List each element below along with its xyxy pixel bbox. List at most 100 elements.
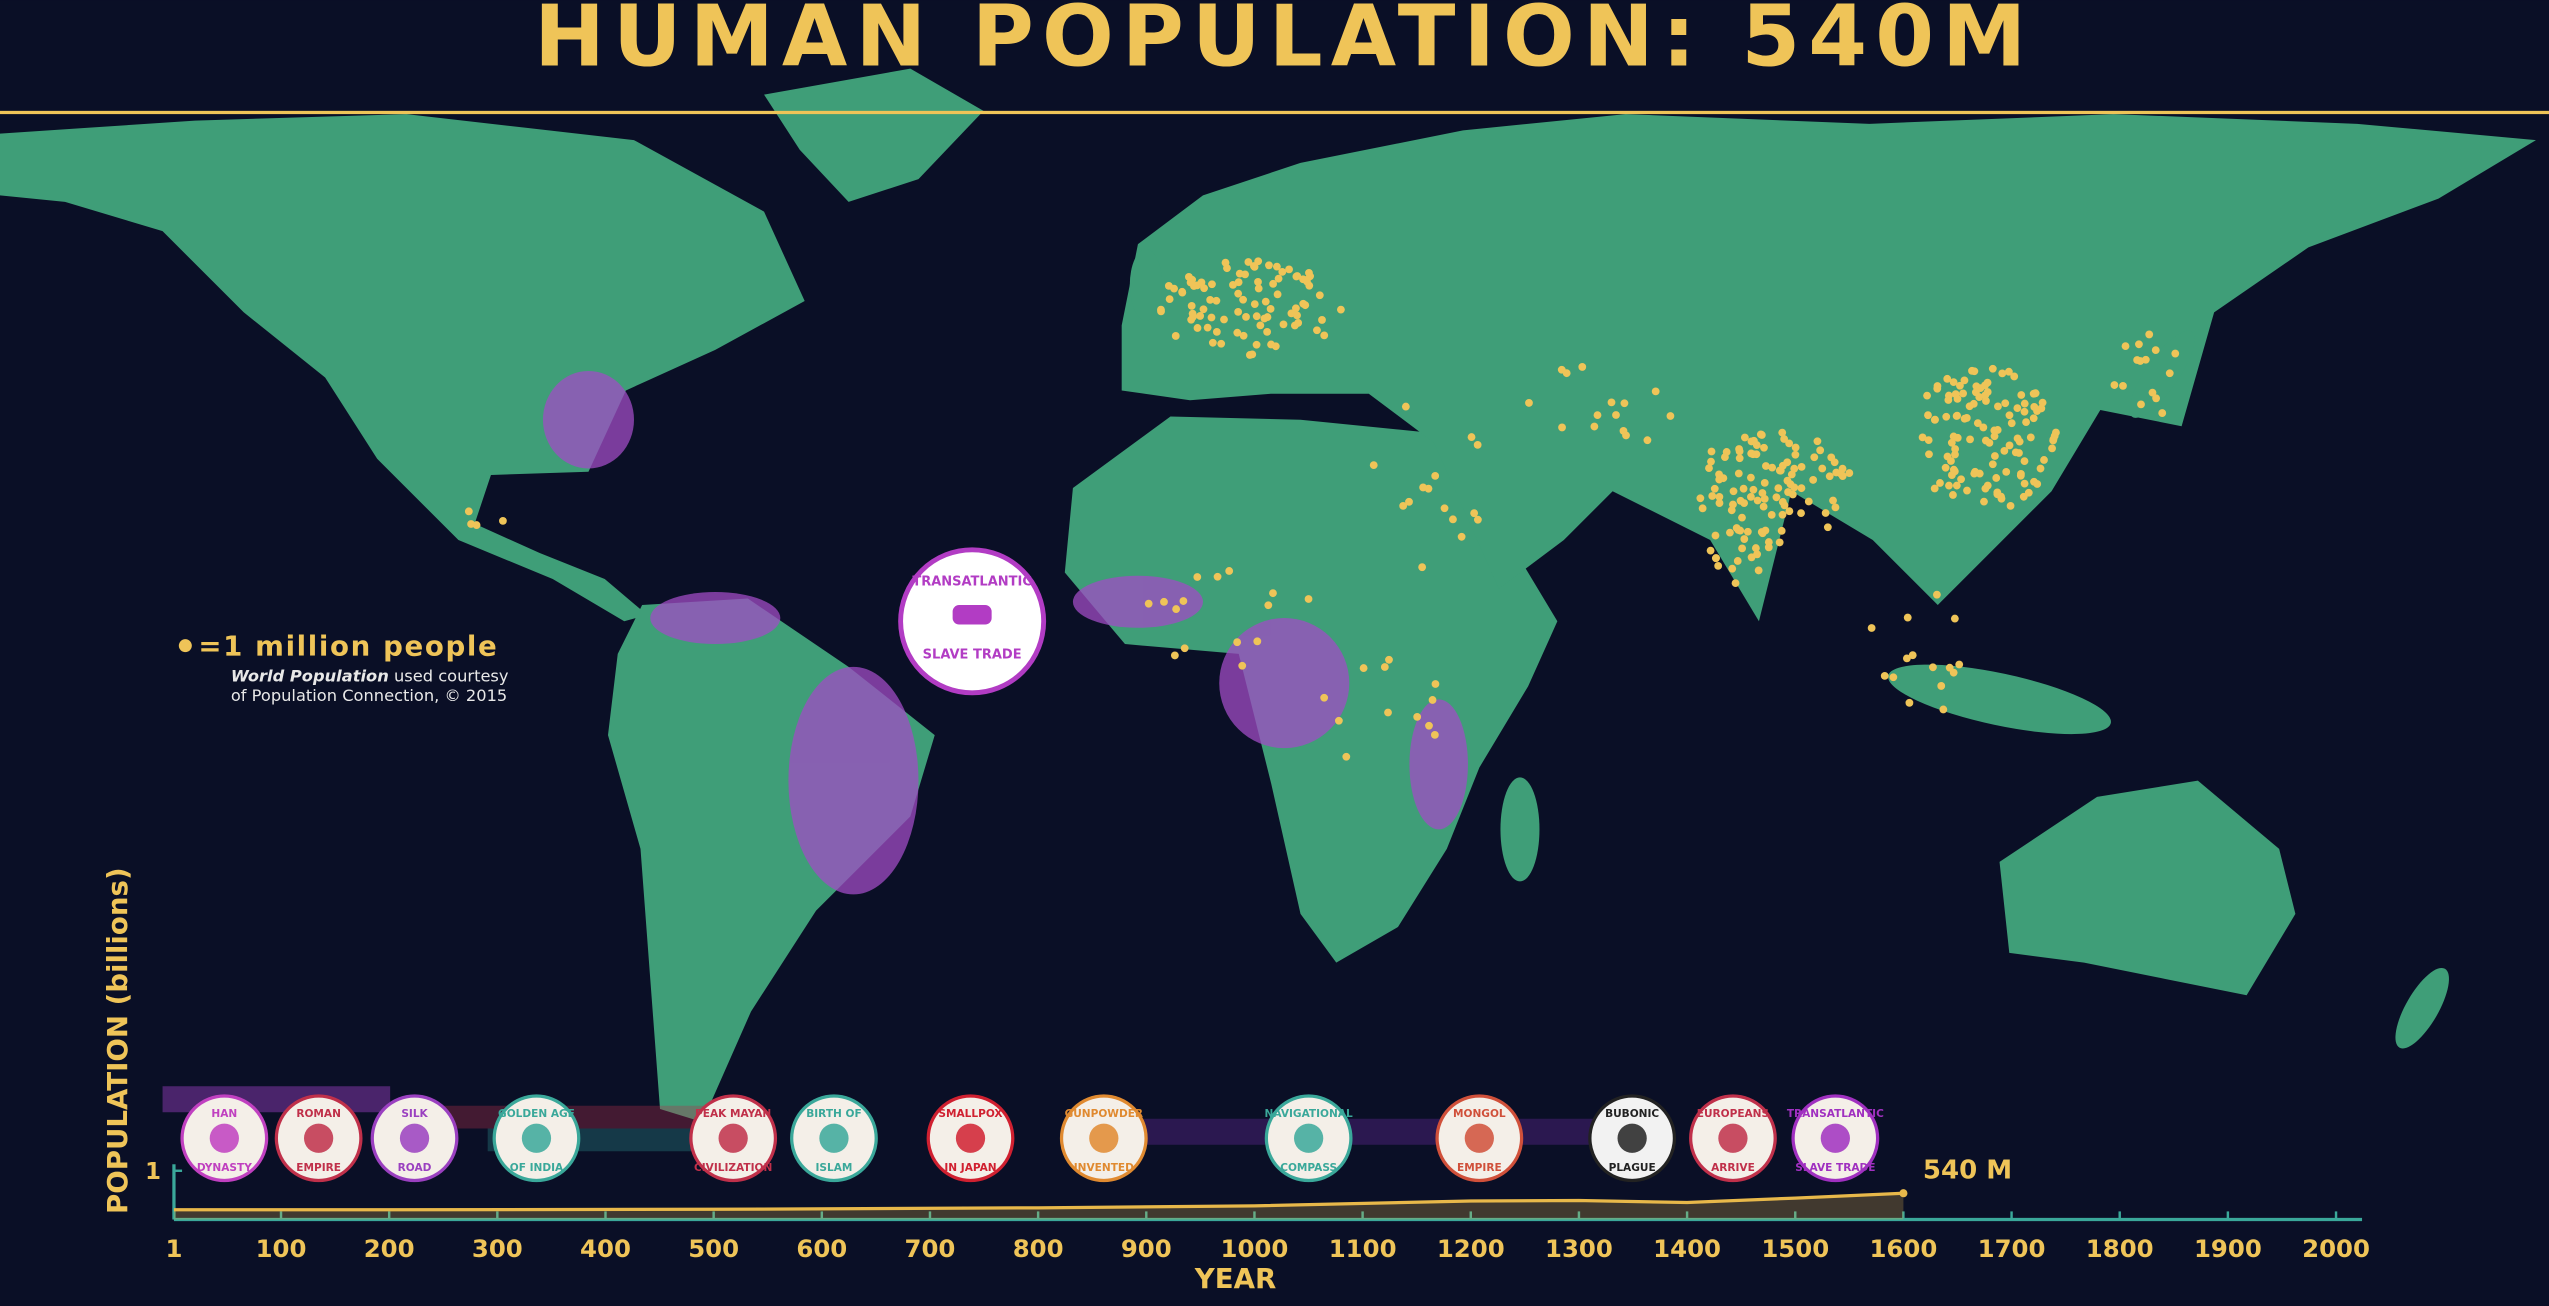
- population-dot: [1738, 544, 1747, 553]
- population-dot: [1991, 452, 1999, 460]
- population-dot: [1265, 261, 1273, 270]
- population-dot: [1212, 327, 1221, 336]
- x-tick-label: 1400: [1653, 1234, 1721, 1263]
- event-label: BUBONIC: [1605, 1108, 1659, 1120]
- population-dot: [1981, 484, 1990, 493]
- population-dot: [1756, 430, 1765, 439]
- population-dot: [2010, 372, 2019, 381]
- population-dot: [1731, 579, 1740, 588]
- new-zealand: [2395, 967, 2449, 1049]
- x-tick-label: 700: [905, 1234, 956, 1263]
- population-dot: [1981, 391, 1990, 400]
- population-dot: [1825, 472, 1834, 481]
- population-dot: [1254, 284, 1263, 293]
- population-dot: [1186, 278, 1195, 287]
- population-dot: [1772, 493, 1781, 502]
- population-dot: [1752, 441, 1761, 449]
- population-dot: [2029, 389, 2038, 398]
- population-dot: [1457, 532, 1466, 541]
- population-dot: [1241, 270, 1249, 279]
- population-dot: [2020, 479, 2029, 488]
- population-dot: [1945, 481, 1953, 490]
- population-dot: [1985, 438, 1994, 447]
- population-dot: [1273, 290, 1282, 299]
- population-dot: [1305, 281, 1314, 290]
- event-label: IN JAPAN: [944, 1162, 996, 1174]
- end-label: 540 M: [1923, 1156, 2012, 1186]
- population-dot: [2033, 480, 2042, 488]
- x-tick-label: 1800: [2086, 1234, 2154, 1263]
- population-dot: [1727, 506, 1736, 515]
- population-dot: [2017, 469, 2025, 478]
- population-dot: [1818, 464, 1827, 473]
- x-tick-label: 200: [364, 1234, 415, 1263]
- population-dot: [1197, 278, 1206, 287]
- population-dot: [1285, 265, 1293, 274]
- y-axis-title: POPULATION (billions): [101, 867, 134, 1214]
- britain: [1129, 249, 1163, 321]
- population-dot: [1832, 468, 1841, 477]
- population-dot: [1557, 365, 1566, 374]
- population-dot: [1196, 312, 1205, 320]
- population-dot: [2040, 456, 2048, 464]
- population-dot: [1749, 485, 1758, 494]
- x-tick-label: 1200: [1437, 1234, 1505, 1263]
- population-dot: [1823, 523, 1832, 532]
- population-dot: [1962, 414, 1971, 422]
- population-dot: [1994, 402, 2002, 411]
- event-icon: [1089, 1123, 1119, 1153]
- population-dot: [1790, 464, 1799, 473]
- population-dot: [1959, 389, 1967, 398]
- population-dot: [1933, 384, 1942, 393]
- event-label: TRANSATLANTIC: [1787, 1108, 1884, 1120]
- population-dot: [1980, 497, 1988, 506]
- x-tick-label: 1000: [1221, 1234, 1289, 1263]
- population-dot: [1208, 280, 1216, 289]
- population-dot: [1193, 573, 1202, 581]
- x-tick-label: 500: [688, 1234, 739, 1263]
- population-dot: [2001, 399, 2010, 408]
- event-icon: [303, 1123, 334, 1153]
- callout-text: SLAVE TRADE: [923, 648, 1022, 663]
- population-dot: [1221, 258, 1230, 267]
- population-dot: [1774, 484, 1783, 493]
- population-dot: [2002, 467, 2011, 476]
- population-dot: [2151, 346, 2160, 355]
- population-dot: [2052, 428, 2060, 437]
- population-dot: [1988, 460, 1997, 469]
- x-tick-label: 600: [796, 1234, 847, 1263]
- population-dot: [1735, 454, 1744, 463]
- population-dot: [1272, 262, 1281, 271]
- population-dot: [2006, 501, 2015, 510]
- population-dot: [1778, 510, 1787, 519]
- population-dot: [1726, 528, 1734, 537]
- event-label: EMPIRE: [1457, 1162, 1502, 1174]
- population-dot: [1956, 381, 1964, 390]
- population-dot: [1951, 445, 1960, 453]
- population-dot: [1267, 340, 1275, 349]
- population-dot: [1233, 638, 1242, 647]
- population-dot: [1430, 730, 1439, 739]
- population-dot: [2029, 414, 2038, 423]
- population-dot: [1791, 443, 1800, 452]
- population-dot: [1384, 708, 1392, 717]
- population-dot: [1797, 462, 1806, 471]
- region-highlight: [650, 592, 781, 645]
- population-dot: [1263, 328, 1272, 336]
- event-label: ISLAM: [815, 1162, 852, 1174]
- population-dot: [1172, 605, 1181, 613]
- population-dot: [1431, 471, 1440, 480]
- population-dot: [1752, 450, 1761, 459]
- population-dot: [1903, 654, 1911, 663]
- population-dot: [1558, 423, 1566, 432]
- population-dot: [1829, 496, 1837, 505]
- population-dot: [1666, 412, 1675, 420]
- population-dot: [1760, 478, 1769, 487]
- population-dot: [1777, 526, 1786, 535]
- population-dot: [1369, 461, 1378, 469]
- population-dot: [1238, 661, 1247, 670]
- population-dot: [1936, 479, 1944, 487]
- population-dot: [1768, 463, 1777, 472]
- population-dot: [1998, 369, 2007, 378]
- event-label: NAVIGATIONAL: [1265, 1108, 1353, 1120]
